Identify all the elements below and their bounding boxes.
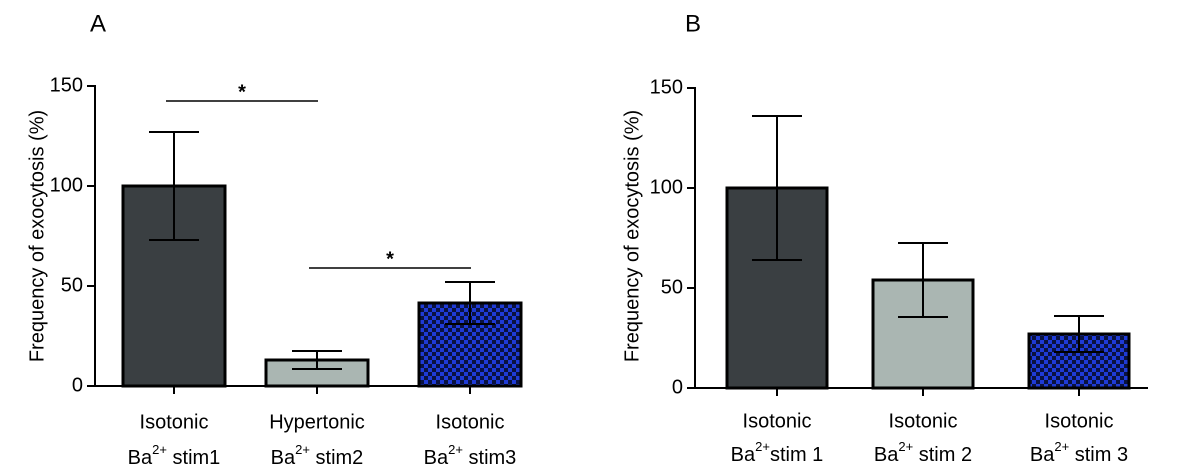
category-label-superscript: 2+ [448, 442, 463, 457]
chart-panel-b: B 0 50 100 150 Frequency of exocytosis (%) Iso… [621, 10, 1148, 466]
category-label-line1: Isotonic [889, 410, 958, 432]
category-label-superscript: 2+ [755, 439, 770, 454]
y-tick-label: 50 [661, 276, 683, 298]
y-axis-title: Frequency of exocytosis (%) [621, 110, 643, 362]
y-tick-label: 100 [650, 176, 683, 198]
y-tick-label: 0 [72, 374, 83, 396]
category-label-base: Ba [874, 444, 899, 466]
category-label-line1: Isotonic [436, 411, 505, 433]
category-label-line2: Ba2+ stim 2 [874, 439, 972, 466]
category-label-rest: stim 3 [1069, 444, 1128, 466]
category-label-line2: Ba2+ stim1 [128, 442, 221, 468]
category-label-base: Ba [271, 447, 296, 468]
category-label-rest: stim1 [167, 447, 220, 468]
panel-label: A [90, 10, 106, 37]
category-label-superscript: 2+ [295, 442, 310, 457]
category-label-superscript: 2+ [898, 439, 913, 454]
category-label-superscript: 2+ [1054, 439, 1069, 454]
bar [417, 301, 523, 388]
significance-star: * [238, 81, 246, 103]
category-label-rest: stim3 [463, 447, 516, 468]
category-label-rest: stim 1 [770, 444, 823, 466]
y-tick-label: 50 [61, 274, 83, 296]
category-label-line1: Hypertonic [269, 411, 365, 433]
y-tick-label: 0 [672, 376, 683, 398]
category-label-rest: stim 2 [913, 444, 972, 466]
y-tick-label: 100 [50, 174, 83, 196]
category-label-line2: Ba2+ stim3 [424, 442, 517, 468]
category-label-line2: Ba2+ stim2 [271, 442, 364, 468]
category-label-line1: Isotonic [743, 410, 812, 432]
category-label-base: Ba [731, 444, 756, 466]
y-tick-label: 150 [650, 76, 683, 98]
y-axis-title: Frequency of exocytosis (%) [26, 110, 48, 362]
panel-label: B [685, 10, 701, 37]
category-label-line1: Isotonic [1045, 410, 1114, 432]
significance-star: * [386, 248, 394, 270]
category-label-superscript: 2+ [152, 442, 167, 457]
category-label-rest: stim2 [310, 447, 363, 468]
y-tick-label: 150 [50, 74, 83, 96]
category-label-line1: Isotonic [140, 411, 209, 433]
category-label-line2: Ba2+ stim 3 [1030, 439, 1128, 466]
category-label-base: Ba [128, 447, 153, 468]
category-label-base: Ba [1030, 444, 1055, 466]
category-label-line2: Ba2+stim 1 [731, 439, 824, 466]
category-label-base: Ba [424, 447, 449, 468]
